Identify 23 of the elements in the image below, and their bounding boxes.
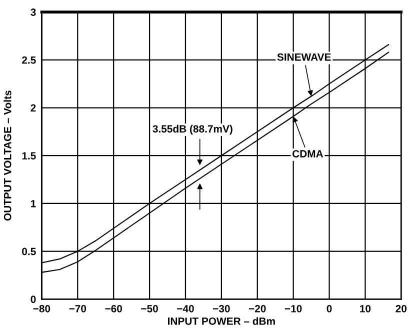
x-tick-label: −60	[105, 304, 122, 312]
y-tick-label: 2.5	[22, 56, 36, 64]
y-tick-label: 0.5	[22, 248, 36, 256]
y-tick-label: 2	[30, 104, 36, 112]
x-tick-label: −40	[177, 304, 194, 312]
x-tick-label: −80	[33, 304, 50, 312]
x-tick-label: −70	[69, 304, 86, 312]
y-axis-title: OUTPUT VOLTAGE – Volts	[4, 90, 12, 221]
x-tick-label: −10	[284, 304, 302, 312]
series-label: SINEWAVE	[277, 53, 331, 61]
x-tick-label: 10	[360, 304, 371, 312]
annotation: 3.55dB (88.7mV)	[152, 124, 232, 135]
x-tick-label: −50	[141, 304, 158, 312]
x-tick-label: 0	[326, 304, 332, 312]
y-tick-label: 0	[30, 296, 36, 304]
x-tick-label: 20	[396, 304, 407, 312]
y-tick-label: 1.5	[22, 152, 36, 160]
text: CDMA	[292, 150, 324, 158]
x-tick-label: −30	[213, 304, 230, 312]
x-tick-label: −20	[248, 304, 266, 312]
y-tick-label: 3	[30, 8, 36, 16]
y-tick-label: 1	[31, 200, 36, 208]
x-axis-title: INPUT POWER – dBm	[168, 317, 275, 325]
